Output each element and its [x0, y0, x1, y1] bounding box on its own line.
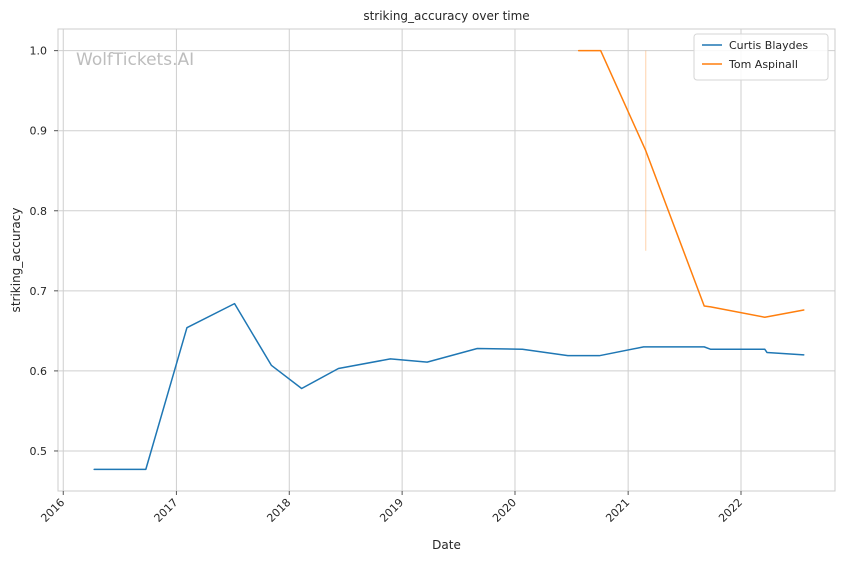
- legend-label-0: Curtis Blaydes: [729, 39, 808, 52]
- y-tick-label: 0.7: [30, 285, 48, 298]
- y-tick-label: 0.8: [30, 205, 48, 218]
- legend-label-1: Tom Aspinall: [728, 58, 798, 71]
- series-lines: [93, 49, 805, 471]
- series-line-1: [577, 49, 805, 318]
- legend: Curtis Blaydes Tom Aspinall: [693, 33, 829, 81]
- y-axis-ticks: 0.5 0.6 0.7 0.8 0.9 1.0: [30, 45, 58, 458]
- y-tick-label: 0.9: [30, 125, 48, 138]
- series-line-0: [93, 302, 805, 471]
- plot-area: [57, 28, 836, 492]
- y-axis-label: striking_accuracy: [9, 208, 23, 313]
- y-tick-label: 1.0: [30, 45, 48, 58]
- y-tick-label: 0.6: [30, 365, 48, 378]
- y-tick-label: 0.5: [30, 445, 48, 458]
- watermark: WolfTickets.AI: [76, 50, 194, 70]
- chart-title: striking_accuracy over time: [363, 9, 529, 23]
- legend-box: [693, 33, 829, 81]
- x-axis-label: Date: [432, 538, 461, 552]
